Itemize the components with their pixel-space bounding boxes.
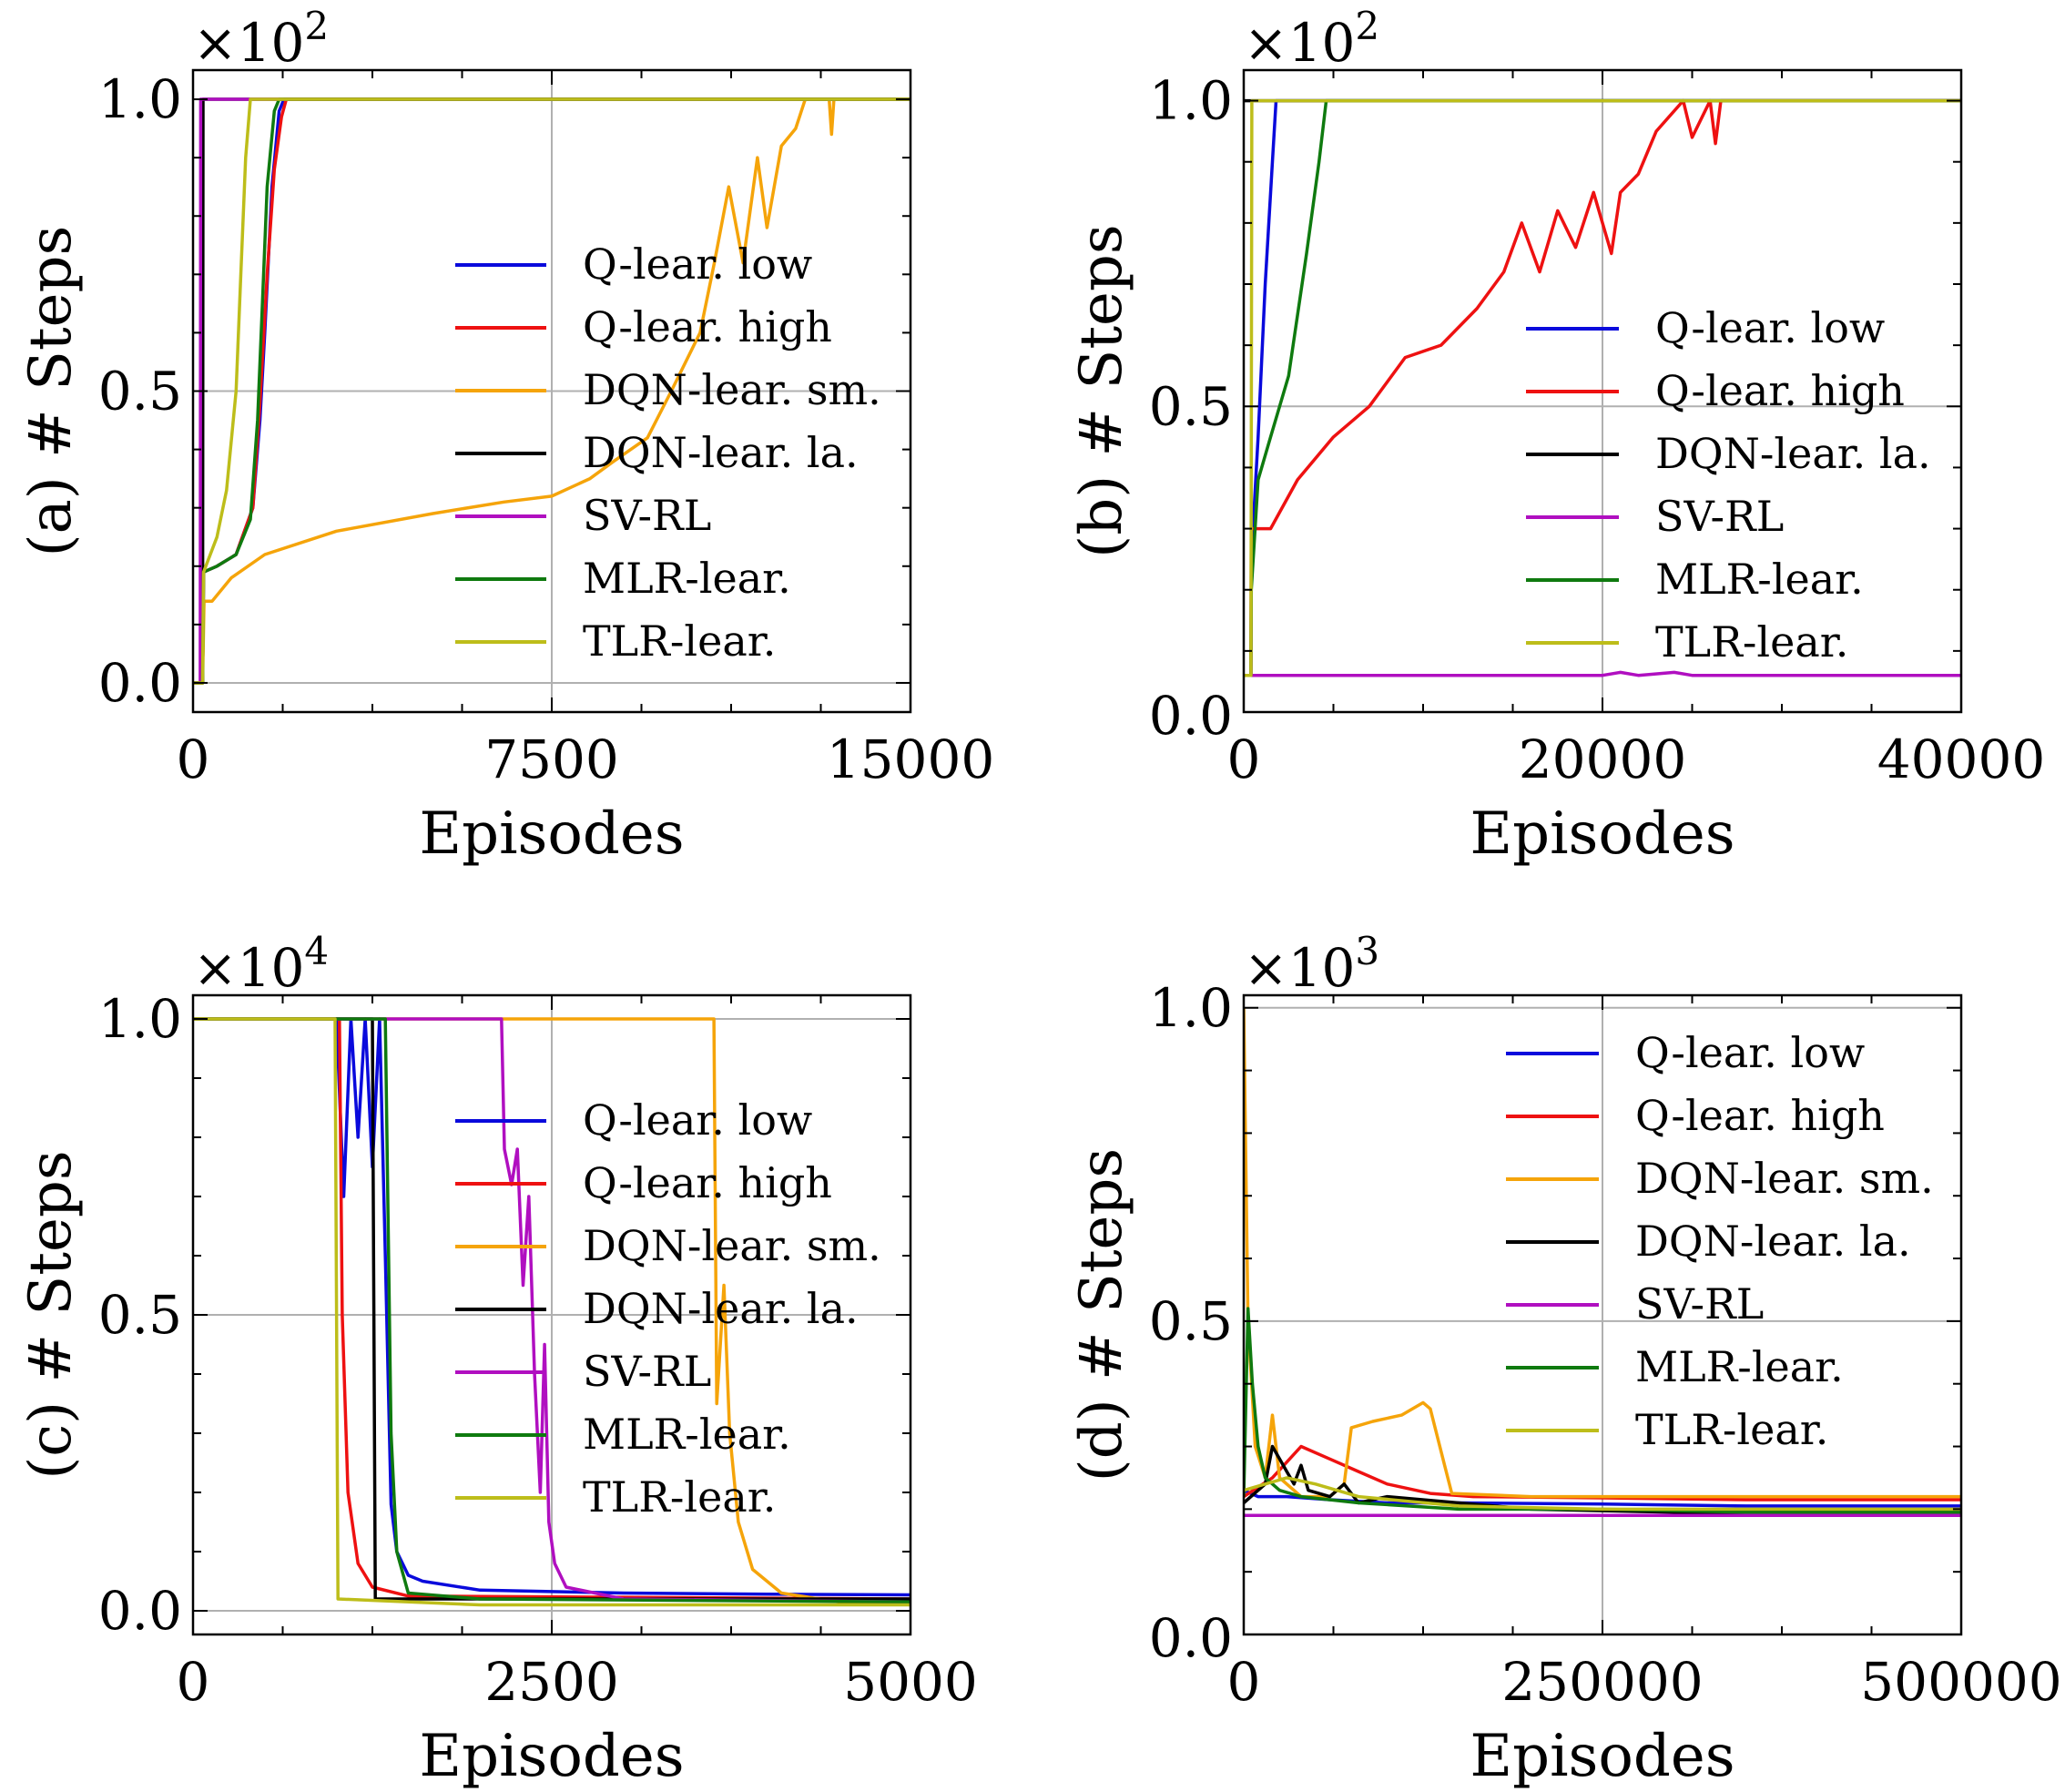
- series-group: [193, 1017, 910, 1607]
- series-group: [1244, 1007, 1961, 1517]
- axis-multiplier: ×104: [193, 929, 329, 1000]
- y-tick-label: 0.5: [1149, 1290, 1233, 1352]
- x-tick-label: 500000: [1860, 1651, 2061, 1713]
- series-line-mlr: [193, 1017, 910, 1604]
- x-tick-label: 7500: [484, 728, 619, 790]
- x-tick-label: 0: [177, 728, 210, 790]
- y-tick-label: 1.0: [98, 68, 182, 130]
- legend-label: SV-RL: [1635, 1279, 1764, 1329]
- series-line-q-high: [193, 1017, 910, 1601]
- legend-label: Q-lear. high: [583, 302, 832, 351]
- axis-multiplier: ×102: [193, 4, 329, 75]
- y-axis-label: (b) # Steps: [1068, 224, 1135, 557]
- series-line-q-low: [1244, 1489, 1961, 1508]
- series-group: [1244, 98, 1961, 677]
- x-tick-label: 40000: [1877, 728, 2046, 790]
- legend-label: DQN-lear. sm.: [1635, 1154, 1934, 1203]
- legend-label: DQN-lear. sm.: [583, 1221, 881, 1270]
- legend-label: MLR-lear.: [583, 554, 791, 603]
- panel-a: 0 7500 15000 0.0 0.5 1.0×102 Episodes (a) # Ste…: [17, 4, 994, 869]
- x-tick-label: 250000: [1501, 1651, 1703, 1713]
- series-line-q-high: [1244, 1444, 1961, 1502]
- y-tick-label: 1.0: [1149, 70, 1233, 132]
- y-tick-label: 0.0: [98, 652, 182, 714]
- legend-label: SV-RL: [583, 491, 711, 540]
- legend-label: DQN-lear. sm.: [583, 365, 881, 414]
- legend-label: Q-lear. high: [1635, 1091, 1885, 1140]
- x-tick-label: 0: [1227, 728, 1261, 790]
- legend-label: SV-RL: [583, 1347, 711, 1396]
- legend-label: TLR-lear.: [583, 616, 776, 666]
- legend-label: Q-lear. high: [583, 1158, 832, 1207]
- series-line-sv-rl: [1244, 670, 1961, 677]
- legend-label: DQN-lear. la.: [583, 1284, 859, 1333]
- legend-label: MLR-lear.: [583, 1410, 791, 1459]
- panel-d: 0 250000 500000 0.5 1.0 0.0 ×103 Episodes (d) # …: [1068, 929, 2062, 1791]
- legend-label: TLR-lear.: [1635, 1405, 1828, 1454]
- y-axis-label: (d) # Steps: [1068, 1148, 1135, 1481]
- series-line-q-high: [1244, 98, 1961, 677]
- x-tick-label: 5000: [843, 1651, 978, 1713]
- legend-label: MLR-lear.: [1635, 1342, 1844, 1391]
- y-axis-label: (a) # Steps: [17, 226, 85, 557]
- y-tick-label: 1.0: [1149, 977, 1233, 1039]
- x-tick-label: 0: [177, 1651, 210, 1713]
- legend: Q-lear. low Q-lear. high DQN-lear. sm. DQN-…: [1506, 1028, 1934, 1454]
- corner-tick-label: 0.0: [1149, 685, 1233, 747]
- legend-label: Q-lear. low: [583, 1095, 812, 1145]
- legend-label: SV-RL: [1655, 492, 1784, 541]
- x-tick-label: 2500: [484, 1651, 619, 1713]
- y-tick-label: 1.0: [98, 988, 182, 1050]
- legend-label: DQN-lear. la.: [1655, 429, 1931, 478]
- legend-label: Q-lear. low: [1635, 1028, 1865, 1077]
- series-line-dqn-sm: [193, 97, 910, 685]
- series-line-tlr: [1244, 98, 1961, 677]
- legend-label: MLR-lear.: [1655, 555, 1864, 604]
- x-tick-label: 0: [1227, 1651, 1261, 1713]
- legend-label: TLR-lear.: [1655, 617, 1848, 667]
- legend-label: TLR-lear.: [583, 1472, 776, 1522]
- legend-label: Q-lear. low: [1655, 303, 1885, 352]
- corner-tick-label: 0.0: [1149, 1607, 1233, 1669]
- series-line-tlr: [193, 1017, 910, 1607]
- panel-b: 0 20000 40000 0.5 1.0 0.0 ×102 Episodes (b) # St…: [1068, 4, 2045, 869]
- y-tick-label: 0.5: [1149, 375, 1233, 437]
- x-axis-label: Episodes: [1470, 1723, 1734, 1790]
- legend-label: Q-lear. low: [583, 239, 812, 289]
- legend-label: Q-lear. high: [1655, 366, 1905, 415]
- x-tick-label: 15000: [827, 728, 995, 790]
- series-line-q-low: [193, 1017, 910, 1597]
- axis-multiplier: ×102: [1244, 4, 1379, 75]
- y-axis-label: (c) # Steps: [17, 1150, 85, 1479]
- legend: Q-lear. low Q-lear. high DQN-lear. sm. DQN-…: [455, 239, 881, 666]
- y-tick-label: 0.0: [98, 1580, 182, 1642]
- axis-multiplier: ×103: [1244, 929, 1379, 1000]
- x-axis-label: Episodes: [419, 1723, 684, 1790]
- series-line-tlr: [193, 97, 910, 685]
- series-line-tlr: [1244, 1476, 1961, 1512]
- y-tick-label: 0.5: [98, 361, 182, 423]
- legend-label: DQN-lear. la.: [1635, 1217, 1911, 1266]
- legend-label: DQN-lear. la.: [583, 428, 859, 477]
- legend: Q-lear. low Q-lear. high DQN-lear. la. SV-R…: [1526, 303, 1931, 667]
- panel-c: 0 2500 5000 0.0 0.5 1.0×104 Episodes (c) # Step…: [17, 929, 978, 1791]
- x-axis-label: Episodes: [1470, 800, 1734, 868]
- x-tick-label: 20000: [1519, 728, 1687, 790]
- y-tick-label: 0.5: [98, 1284, 182, 1346]
- legend: Q-lear. low Q-lear. high DQN-lear. sm. DQN-…: [455, 1095, 881, 1522]
- x-axis-label: Episodes: [419, 800, 684, 868]
